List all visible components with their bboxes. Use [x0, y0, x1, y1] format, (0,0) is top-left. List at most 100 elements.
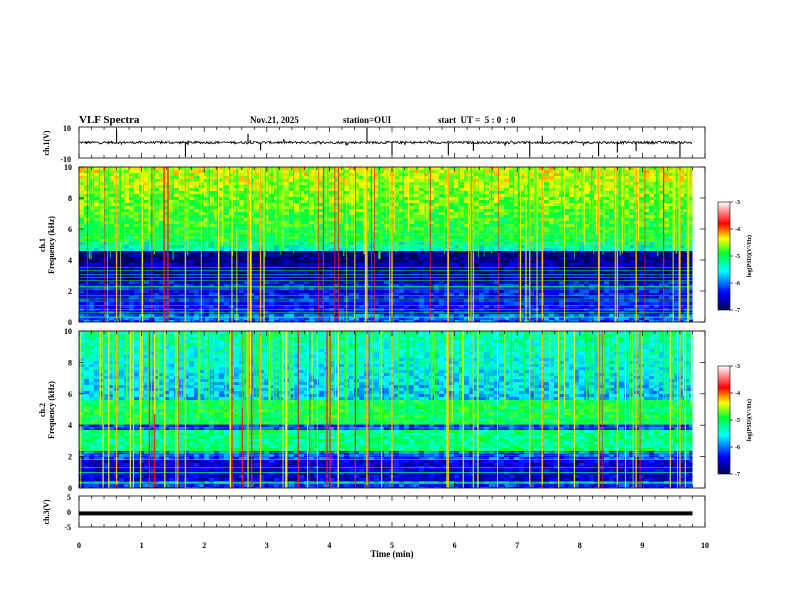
spectrogram-cell — [224, 191, 230, 195]
spectrogram-cell — [504, 230, 510, 234]
spectrogram-cell — [304, 176, 310, 180]
spectrogram-cell — [544, 275, 550, 279]
spectrogram-cell — [544, 236, 550, 240]
spectrogram-cell — [144, 200, 150, 204]
spectrogram-cell — [474, 200, 480, 204]
spectrogram-cell — [154, 227, 160, 231]
spectrogram-cell — [529, 257, 535, 261]
spectrogram-cell — [269, 257, 275, 261]
spectrogram-cell — [404, 203, 410, 207]
spectrogram-cell — [224, 173, 230, 177]
spectrogram-cell — [474, 170, 480, 174]
spectrogram-cell — [99, 284, 105, 288]
spectrogram-cell — [194, 215, 200, 219]
spectrogram-cell — [409, 227, 415, 231]
spectrogram-cell — [264, 275, 270, 279]
spectrogram-cell — [459, 281, 465, 285]
spectrogram-cell — [594, 260, 600, 264]
spectrogram-cell — [529, 230, 535, 234]
spectrogram-cell — [514, 215, 520, 219]
spectrogram-cell — [454, 200, 460, 204]
spectrogram-cell — [504, 275, 510, 279]
spectrogram-cell — [524, 236, 530, 240]
spectrogram-cell — [419, 254, 425, 258]
spectrogram-cell — [174, 176, 180, 180]
spectrogram-cell — [79, 251, 85, 255]
spectrogram-cell — [374, 221, 380, 225]
spectrogram-cell — [504, 203, 510, 207]
spectrogram-cell — [629, 275, 635, 279]
spectrogram-cell — [659, 170, 665, 174]
spectrogram-cell — [629, 248, 635, 252]
ch1-ytick-top: 10 — [63, 124, 71, 133]
spectrogram-cell — [309, 230, 315, 234]
spectrogram-cell — [554, 245, 560, 249]
spectrogram-cell — [204, 260, 210, 264]
spectrogram-cell — [474, 254, 480, 258]
spectrogram-cell — [119, 224, 125, 228]
spectrogram-cell — [559, 272, 565, 276]
spectrogram-cell — [429, 221, 435, 225]
spectrogram-cell — [239, 218, 245, 222]
spectrogram-cell — [394, 218, 400, 222]
spectrogram-cell — [684, 281, 690, 285]
spectrogram-cell — [284, 272, 290, 276]
spectrogram-cell — [154, 257, 160, 261]
spectrogram-cell — [569, 248, 575, 252]
spectrogram-cell — [529, 248, 535, 252]
spectrogram-cell — [659, 179, 665, 183]
spectrogram-cell — [134, 188, 140, 192]
spectrogram-cell — [629, 281, 635, 285]
spectrogram-cell — [504, 278, 510, 282]
spectrogram-cell — [419, 179, 425, 183]
spectrogram-cell — [639, 254, 645, 258]
spectrogram-cell — [284, 182, 290, 186]
spectrogram-cell — [649, 272, 655, 276]
spectrogram-cell — [439, 227, 445, 231]
spectrogram-cell — [374, 173, 380, 177]
spectrogram-cell — [514, 221, 520, 225]
spectrogram-cell — [649, 275, 655, 279]
spectrogram-cell — [504, 182, 510, 186]
spectrogram-cell — [314, 248, 320, 252]
spectrogram-cell — [169, 254, 175, 258]
spectrogram-cell — [664, 254, 670, 258]
spectrogram-cell — [214, 263, 220, 267]
spectrogram-cell — [339, 278, 345, 282]
spectrogram-cell — [349, 242, 355, 246]
spectrogram-cell — [129, 212, 135, 216]
spectrogram-cell — [314, 230, 320, 234]
spectrogram-cell — [89, 203, 95, 207]
spectrogram-cell — [169, 257, 175, 261]
spectrogram-cell — [669, 260, 675, 264]
spectrogram-cell — [494, 239, 500, 243]
spectrogram-cell — [499, 206, 505, 210]
spectrogram-cell — [624, 218, 630, 222]
spectrogram-cell — [124, 200, 130, 204]
spectrogram-cell — [289, 260, 295, 264]
spectrogram-cell — [424, 242, 430, 246]
spectrogram-cell — [239, 206, 245, 210]
spectrogram-cell — [304, 200, 310, 204]
spectrogram-cell — [669, 242, 675, 246]
spectrogram-cell — [609, 236, 615, 240]
spectrogram-cell — [194, 263, 200, 267]
spectrogram-cell — [314, 203, 320, 207]
spectrogram-cell — [589, 272, 595, 276]
spectrogram-cell — [584, 176, 590, 180]
spectrogram-cell — [434, 233, 440, 237]
spectrogram-cell — [144, 275, 150, 279]
spectrogram-cell — [649, 254, 655, 258]
spectrogram-cell — [294, 257, 300, 261]
spectrogram-cell — [164, 239, 170, 243]
spectrogram-cell — [549, 218, 555, 222]
spectrogram-cell — [119, 173, 125, 177]
spectrogram-cell — [124, 182, 130, 186]
spectrogram-cell — [79, 245, 85, 249]
spectrogram-cell — [519, 173, 525, 177]
spectrogram-cell — [444, 170, 450, 174]
spectrogram-cell — [384, 260, 390, 264]
spectrogram-cell — [194, 194, 200, 198]
spectrogram-cell — [509, 224, 515, 228]
spectrogram-cell — [239, 278, 245, 282]
